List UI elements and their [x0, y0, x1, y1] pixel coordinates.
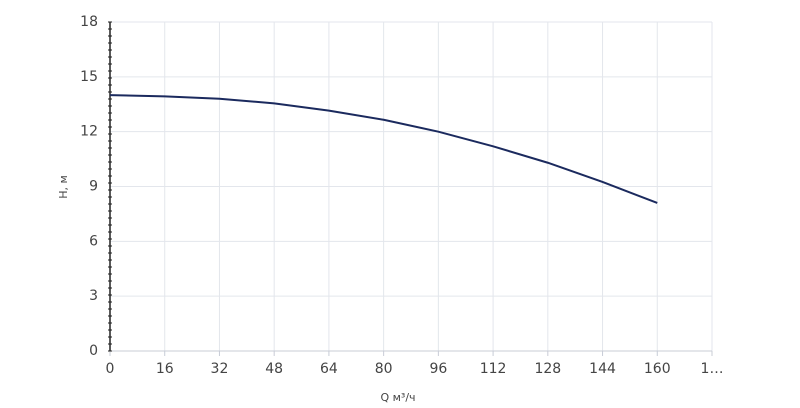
x-tick-label: 1… — [701, 361, 724, 377]
x-axis-label: Q м³/ч — [380, 391, 415, 404]
y-tick-label: 0 — [89, 343, 98, 359]
x-tick-label: 96 — [429, 361, 447, 377]
line-series — [109, 94, 658, 204]
x-tick-label: 80 — [375, 361, 393, 377]
y-tick-label: 18 — [80, 14, 98, 30]
x-tick-label: 16 — [156, 361, 174, 377]
x-tick-label: 0 — [106, 361, 115, 377]
x-tick-label: 128 — [534, 361, 561, 377]
y-tick-label: 3 — [89, 288, 98, 304]
x-tick-label: 160 — [644, 361, 671, 377]
y-tick-label: 15 — [80, 69, 98, 85]
x-tick-label: 112 — [480, 361, 507, 377]
x-tick-label: 32 — [211, 361, 229, 377]
x-tick-label: 64 — [320, 361, 338, 377]
x-tick-label: 144 — [589, 361, 616, 377]
x-tick-label: 48 — [265, 361, 283, 377]
y-tick-label: 9 — [89, 179, 98, 195]
y-tick-label: 12 — [80, 124, 98, 140]
y-axis-label: H, м — [57, 175, 70, 199]
y-tick-label: 6 — [89, 233, 98, 249]
